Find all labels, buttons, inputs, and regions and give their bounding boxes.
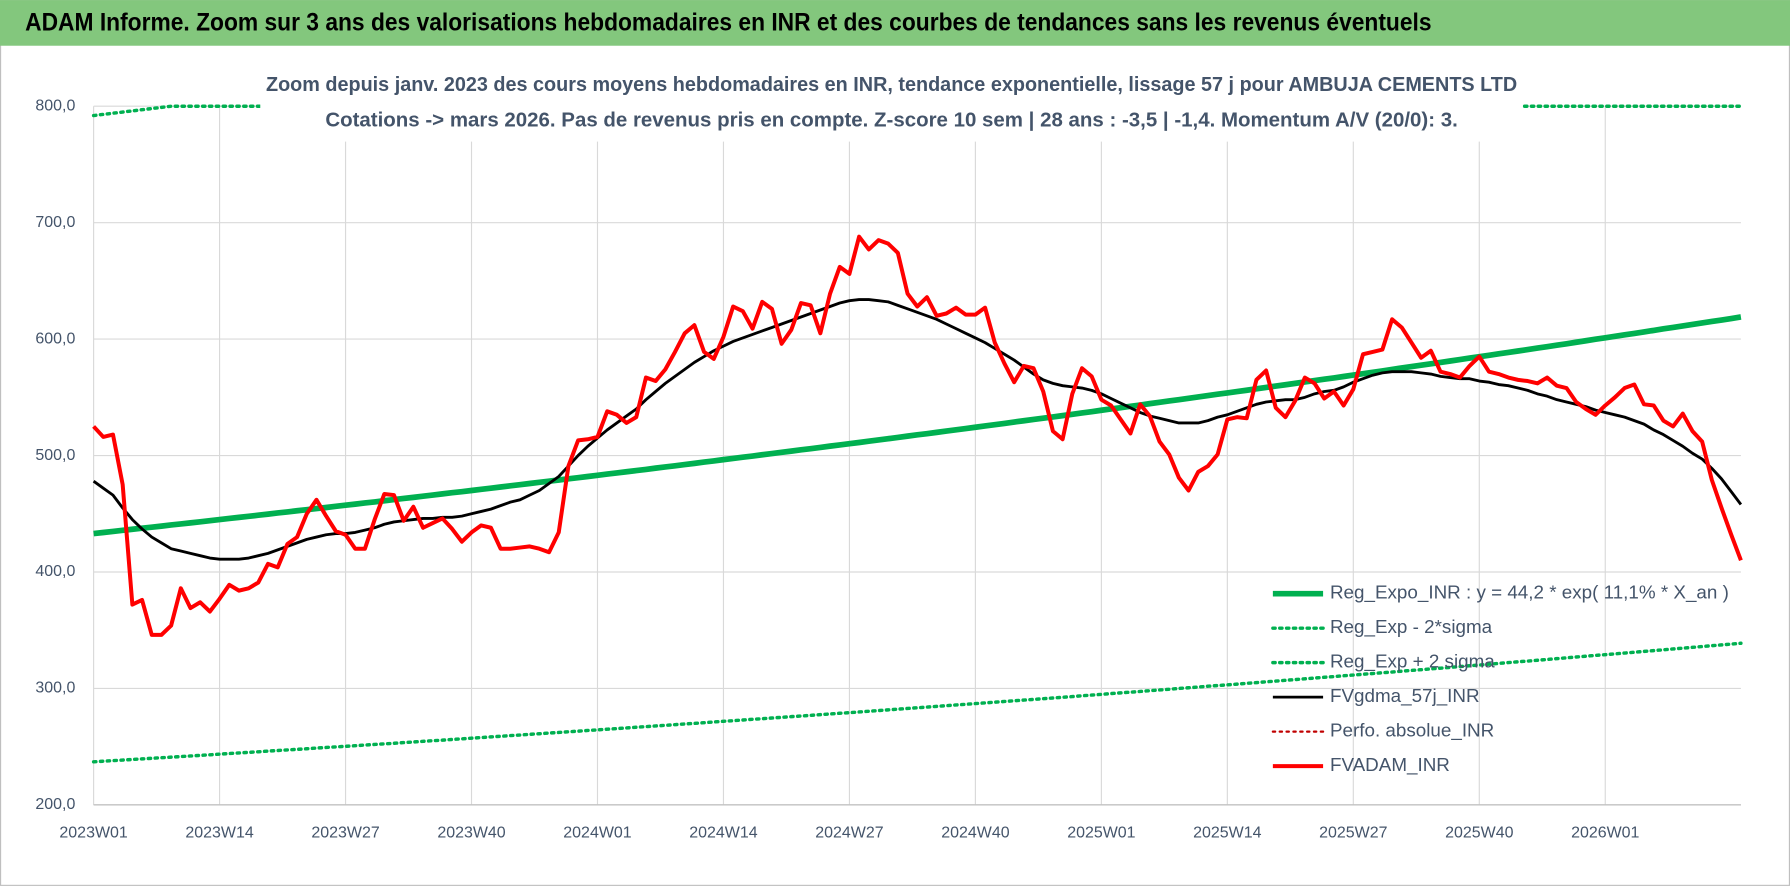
x-tick-label: 2025W40 [1445,825,1513,842]
chart-title: Zoom depuis janv. 2023 des cours moyens … [266,73,1517,96]
y-tick-label: 600,0 [35,330,75,347]
series-line [92,234,1743,637]
x-tick-label: 2024W27 [815,825,883,842]
legend-label: FVADAM_INR [1330,754,1450,776]
legend: Reg_Expo_INR : y = 44,2 * exp( 11,1% * X… [1271,582,1729,776]
y-tick-label: 500,0 [35,447,75,464]
x-tick-label: 2023W14 [185,825,253,842]
legend-label: Reg_Exp - 2*sigma [1330,616,1493,638]
x-tick-label: 2023W01 [59,825,127,842]
y-tick-label: 800,0 [35,97,75,114]
x-tick-label: 2024W14 [689,825,757,842]
plot-area: 200,0 300,0 400,0 500,0 600,0 700,0 800,0 2023W… [35,97,1743,842]
x-tick-label: 2025W01 [1067,825,1135,842]
y-tick-label: 200,0 [35,796,75,813]
x-tick-label: 2025W27 [1319,825,1387,842]
legend-label: Reg_Exp + 2 sigma [1330,651,1495,673]
title-box [260,66,1523,142]
series-line [92,298,1743,561]
series-line [93,314,1742,537]
header-title: ADAM Informe. Zoom sur 3 ans des valoris… [25,9,1431,37]
y-tick-label: 300,0 [35,680,75,697]
x-tick-label: 2026W01 [1571,825,1639,842]
chart-subtitle: Cotations -> mars 2026. Pas de revenus p… [325,108,1457,131]
x-tick-label: 2025W14 [1193,825,1261,842]
y-tick-label: 400,0 [35,563,75,580]
legend-label: FVgdma_57j_INR [1330,685,1480,707]
x-tick-label: 2023W27 [311,825,379,842]
header-bar [0,0,1790,46]
series-line [91,641,1743,764]
x-tick-label: 2023W40 [437,825,505,842]
x-tick-label: 2024W40 [941,825,1009,842]
y-tick-label: 700,0 [35,214,75,231]
legend-label: Reg_Expo_INR : y = 44,2 * exp( 11,1% * X… [1330,582,1729,604]
legend-label: Perfo. absolue_INR [1330,720,1494,742]
x-tick-label: 2024W01 [563,825,631,842]
